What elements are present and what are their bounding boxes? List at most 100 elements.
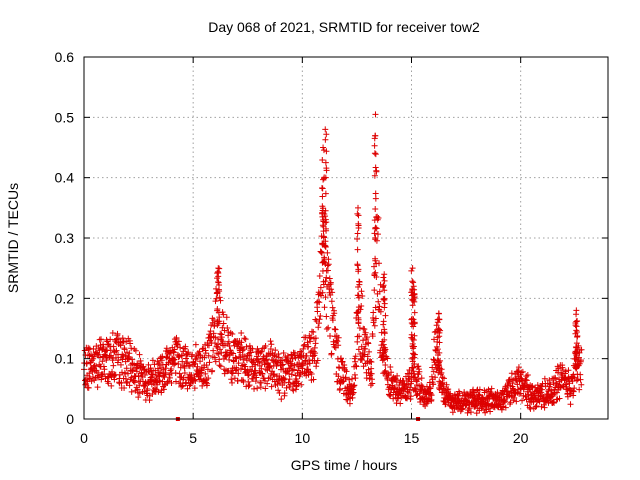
data-point	[322, 219, 329, 226]
data-point	[370, 309, 377, 316]
data-point	[123, 379, 130, 386]
data-point	[191, 385, 198, 392]
data-point	[431, 336, 438, 343]
data-point	[105, 380, 112, 387]
data-point	[204, 380, 211, 387]
data-point	[577, 376, 584, 383]
data-point	[282, 354, 289, 361]
data-point	[344, 396, 351, 403]
x-axis-label: GPS time / hours	[291, 457, 398, 473]
data-point	[319, 289, 326, 296]
data-point	[470, 389, 477, 396]
data-point	[372, 206, 379, 213]
data-point	[107, 336, 114, 343]
data-point	[382, 362, 389, 369]
data-point	[312, 350, 319, 357]
data-point	[355, 346, 362, 353]
chart-title: Day 068 of 2021, SRMTID for receiver tow…	[208, 19, 480, 35]
data-point	[258, 348, 265, 355]
data-point	[359, 293, 366, 300]
data-point	[408, 378, 415, 385]
data-point	[303, 352, 310, 359]
data-point	[306, 356, 313, 363]
data-point	[236, 353, 243, 360]
data-point	[233, 366, 240, 373]
data-point	[415, 366, 422, 373]
data-point	[435, 362, 442, 369]
data-point	[555, 365, 562, 372]
data-point	[322, 126, 329, 133]
data-point	[309, 353, 316, 360]
data-point	[331, 310, 338, 317]
data-point	[97, 342, 104, 349]
data-point	[354, 309, 361, 316]
data-point	[372, 304, 379, 311]
data-point	[365, 340, 372, 347]
data-point	[345, 394, 352, 401]
data-point	[149, 357, 156, 364]
data-point	[172, 378, 179, 385]
data-point	[387, 363, 394, 370]
data-point	[363, 334, 370, 341]
data-point	[355, 304, 362, 311]
data-point	[223, 314, 230, 321]
data-point	[407, 384, 414, 391]
data-point	[388, 369, 395, 376]
data-point	[184, 385, 191, 392]
data-point	[290, 387, 297, 394]
x-tick-label: 20	[513, 430, 529, 446]
data-point	[450, 403, 457, 410]
data-point	[536, 397, 543, 404]
data-point	[364, 353, 371, 360]
data-point	[532, 404, 539, 411]
data-point	[177, 344, 184, 351]
data-point	[412, 388, 419, 395]
data-point	[314, 298, 321, 305]
data-point	[539, 392, 546, 399]
data-point	[101, 366, 108, 373]
data-point	[519, 397, 526, 404]
data-point	[229, 370, 236, 377]
data-point	[104, 373, 111, 380]
data-point	[180, 374, 187, 381]
data-point	[371, 142, 378, 149]
data-point	[545, 388, 552, 395]
data-point	[362, 329, 369, 336]
data-point	[192, 356, 199, 363]
data-point	[437, 371, 444, 378]
data-point	[372, 315, 379, 322]
data-point	[179, 358, 186, 365]
data-point	[376, 303, 383, 310]
data-point	[550, 399, 557, 406]
data-point	[210, 330, 217, 337]
data-point	[214, 322, 221, 329]
data-point	[135, 394, 142, 401]
data-point	[203, 362, 210, 369]
data-point	[416, 390, 423, 397]
data-point	[444, 386, 451, 393]
data-point	[553, 389, 560, 396]
data-point	[247, 349, 254, 356]
data-point	[196, 348, 203, 355]
data-point	[126, 382, 133, 389]
data-point	[166, 374, 173, 381]
data-point	[515, 364, 522, 371]
data-point	[570, 392, 577, 399]
data-point	[328, 286, 335, 293]
data-point	[98, 376, 105, 383]
data-point	[175, 360, 182, 367]
data-point	[411, 360, 418, 367]
data-point	[432, 374, 439, 381]
data-point	[110, 343, 117, 350]
data-point	[440, 375, 447, 382]
data-point	[147, 365, 154, 372]
y-tick-label: 0.6	[55, 49, 75, 65]
data-point	[410, 283, 417, 290]
data-point	[238, 339, 245, 346]
data-point	[498, 406, 505, 413]
y-tick-label: 0.5	[55, 109, 75, 125]
data-point	[268, 383, 275, 390]
data-point	[569, 378, 576, 385]
data-point	[283, 384, 290, 391]
data-point	[335, 334, 342, 341]
